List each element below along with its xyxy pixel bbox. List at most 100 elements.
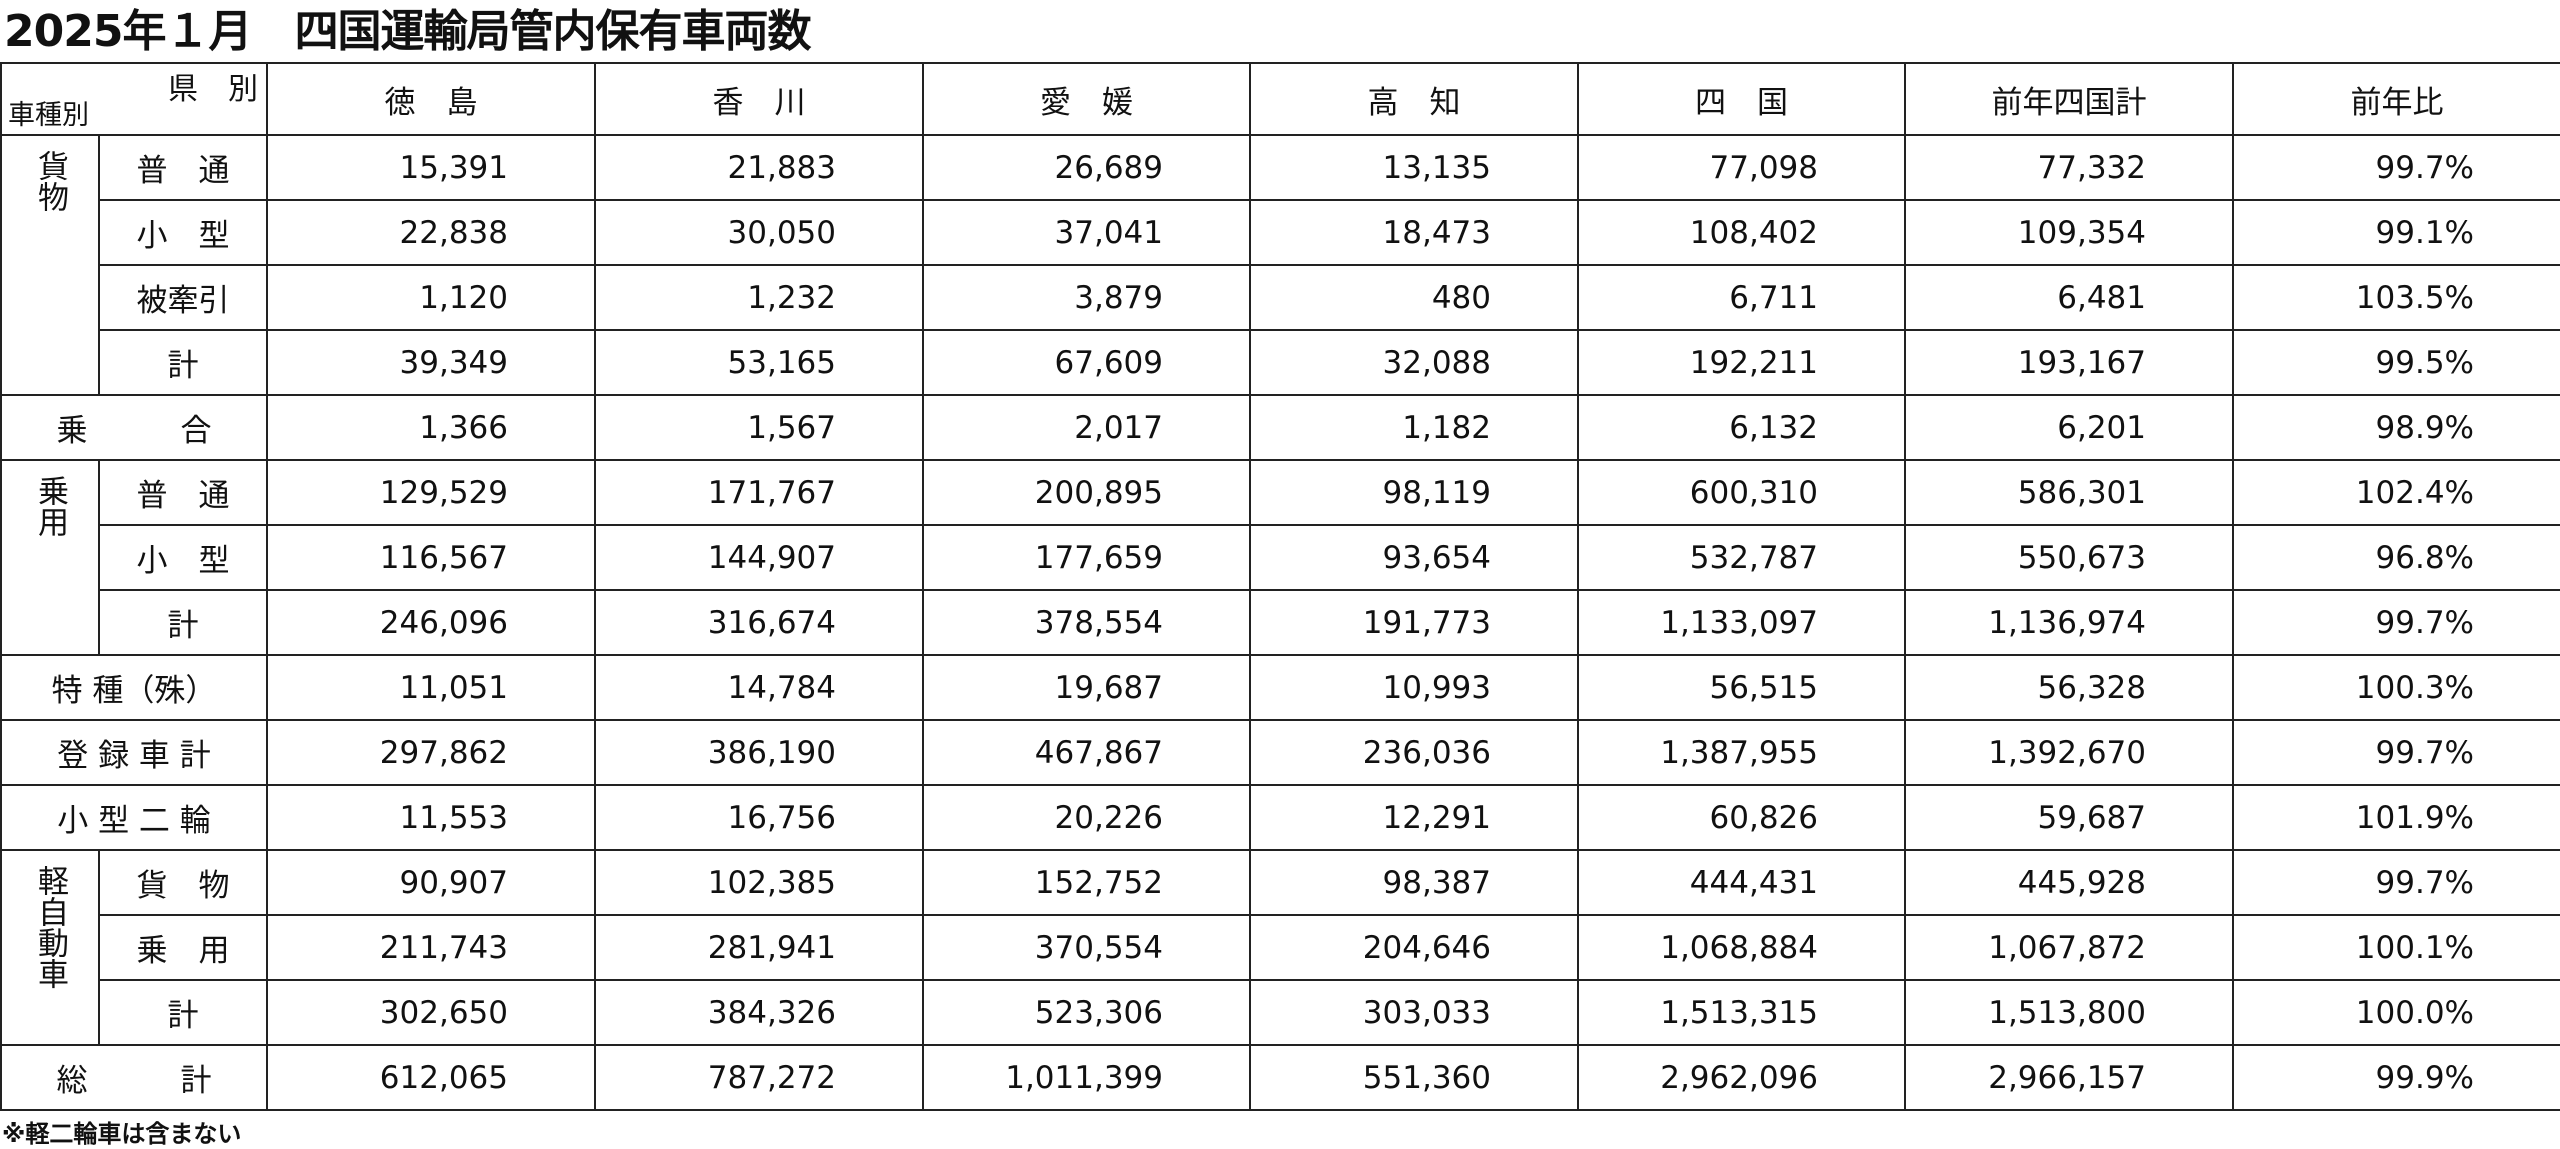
value-cell: 1,392,670	[1904, 719, 2234, 786]
value-cell: 26,689	[922, 134, 1251, 201]
value-cell: 204,646	[1249, 914, 1579, 981]
value-cell: 11,051	[266, 654, 596, 721]
value-cell: 93,654	[1249, 524, 1579, 591]
value-cell: 11,553	[266, 784, 596, 851]
value-cell: 100.1%	[2232, 914, 2560, 981]
value-cell: 100.0%	[2232, 979, 2560, 1046]
value-cell: 600,310	[1577, 459, 1906, 526]
value-cell: 56,515	[1577, 654, 1906, 721]
column-header: 徳 島	[266, 62, 596, 136]
value-cell: 384,326	[594, 979, 924, 1046]
value-cell: 10,993	[1249, 654, 1579, 721]
table-row: 小 型 二 輪 11,553 16,756 20,226 12,291 60,826 59,…	[0, 784, 2560, 851]
value-cell: 18,473	[1249, 199, 1579, 266]
value-cell: 445,928	[1904, 849, 2234, 916]
group-label: 軽自動車	[32, 865, 68, 989]
page-title: 2025年１月 四国運輸局管内保有車両数	[4, 6, 811, 57]
row-label: 乗 用	[98, 914, 268, 981]
table-body: 貨物普 通 15,391 21,883 26,689 13,135 77,098 77,33…	[0, 134, 2560, 1111]
table-row: 特 種（殊） 11,051 14,784 19,687 10,993 56,515 56,3…	[0, 654, 2560, 721]
value-cell: 116,567	[266, 524, 596, 591]
value-cell: 12,291	[1249, 784, 1579, 851]
table-row: 総 計 612,065 787,272 1,011,399 551,360 2,962,0…	[0, 1044, 2560, 1111]
value-cell: 6,711	[1577, 264, 1906, 331]
value-cell: 53,165	[594, 329, 924, 396]
row-label: 登 録 車 計	[0, 719, 268, 786]
value-cell: 15,391	[266, 134, 596, 201]
value-cell: 1,136,974	[1904, 589, 2234, 656]
value-cell: 77,098	[1577, 134, 1906, 201]
value-cell: 99.1%	[2232, 199, 2560, 266]
row-label: 総 計	[0, 1044, 268, 1111]
value-cell: 1,068,884	[1577, 914, 1906, 981]
value-cell: 101.9%	[2232, 784, 2560, 851]
value-cell: 1,120	[266, 264, 596, 331]
value-cell: 19,687	[922, 654, 1251, 721]
value-cell: 30,050	[594, 199, 924, 266]
value-cell: 480	[1249, 264, 1579, 331]
table-row: 乗 合 1,366 1,567 2,017 1,182 6,132 6,201 98.9%	[0, 394, 2560, 461]
value-cell: 39,349	[266, 329, 596, 396]
value-cell: 612,065	[266, 1044, 596, 1111]
value-cell: 59,687	[1904, 784, 2234, 851]
header-row: 県 別車種別 徳 島香 川愛 媛高 知四 国前年四国計 前年比	[0, 62, 2560, 136]
table-row: 計 302,650 384,326 523,306 303,033 1,513,315 1,…	[1, 979, 2560, 1046]
value-cell: 37,041	[922, 199, 1251, 266]
corner-cell: 県 別車種別	[0, 62, 268, 136]
value-cell: 211,743	[266, 914, 596, 981]
value-cell: 22,838	[266, 199, 596, 266]
value-cell: 2,017	[922, 394, 1251, 461]
value-cell: 1,011,399	[922, 1044, 1251, 1111]
value-cell: 236,036	[1249, 719, 1579, 786]
value-cell: 550,673	[1904, 524, 2234, 591]
table-row: 小 型 22,838 30,050 37,041 18,473 108,402 109,35…	[1, 199, 2560, 266]
value-cell: 98,387	[1249, 849, 1579, 916]
value-cell: 523,306	[922, 979, 1251, 1046]
column-header: 四 国	[1577, 62, 1906, 136]
value-cell: 103.5%	[2232, 264, 2560, 331]
value-cell: 787,272	[594, 1044, 924, 1111]
value-cell: 1,567	[594, 394, 924, 461]
row-label: 普 通	[98, 134, 268, 201]
value-cell: 200,895	[922, 459, 1251, 526]
value-cell: 177,659	[922, 524, 1251, 591]
row-label: 計	[98, 329, 268, 396]
value-cell: 191,773	[1249, 589, 1579, 656]
value-cell: 193,167	[1904, 329, 2234, 396]
value-cell: 14,784	[594, 654, 924, 721]
value-cell: 246,096	[266, 589, 596, 656]
column-header: 愛 媛	[922, 62, 1251, 136]
row-label: 計	[98, 589, 268, 656]
value-cell: 2,966,157	[1904, 1044, 2234, 1111]
row-label: 貨 物	[98, 849, 268, 916]
group-cell: 軽自動車	[0, 849, 100, 1046]
value-cell: 99.7%	[2232, 589, 2560, 656]
value-cell: 532,787	[1577, 524, 1906, 591]
value-cell: 100.3%	[2232, 654, 2560, 721]
table-row: 登 録 車 計 297,862 386,190 467,867 236,036 1,387…	[0, 719, 2560, 786]
value-cell: 32,088	[1249, 329, 1579, 396]
value-cell: 386,190	[594, 719, 924, 786]
value-cell: 16,756	[594, 784, 924, 851]
column-header: 高 知	[1249, 62, 1579, 136]
value-cell: 1,366	[266, 394, 596, 461]
value-cell: 302,650	[266, 979, 596, 1046]
value-cell: 67,609	[922, 329, 1251, 396]
value-cell: 370,554	[922, 914, 1251, 981]
value-cell: 303,033	[1249, 979, 1579, 1046]
row-label: 普 通	[98, 459, 268, 526]
value-cell: 99.7%	[2232, 849, 2560, 916]
value-cell: 586,301	[1904, 459, 2234, 526]
value-cell: 144,907	[594, 524, 924, 591]
value-cell: 1,133,097	[1577, 589, 1906, 656]
value-cell: 98,119	[1249, 459, 1579, 526]
table-row: 計 39,349 53,165 67,609 32,088 192,211 193,167 9…	[1, 329, 2560, 396]
value-cell: 1,232	[594, 264, 924, 331]
row-label: 小 型 二 輪	[0, 784, 268, 851]
value-cell: 99.7%	[2232, 134, 2560, 201]
value-cell: 1,387,955	[1577, 719, 1906, 786]
table-row: 乗 用 211,743 281,941 370,554 204,646 1,068,884…	[1, 914, 2560, 981]
value-cell: 281,941	[594, 914, 924, 981]
